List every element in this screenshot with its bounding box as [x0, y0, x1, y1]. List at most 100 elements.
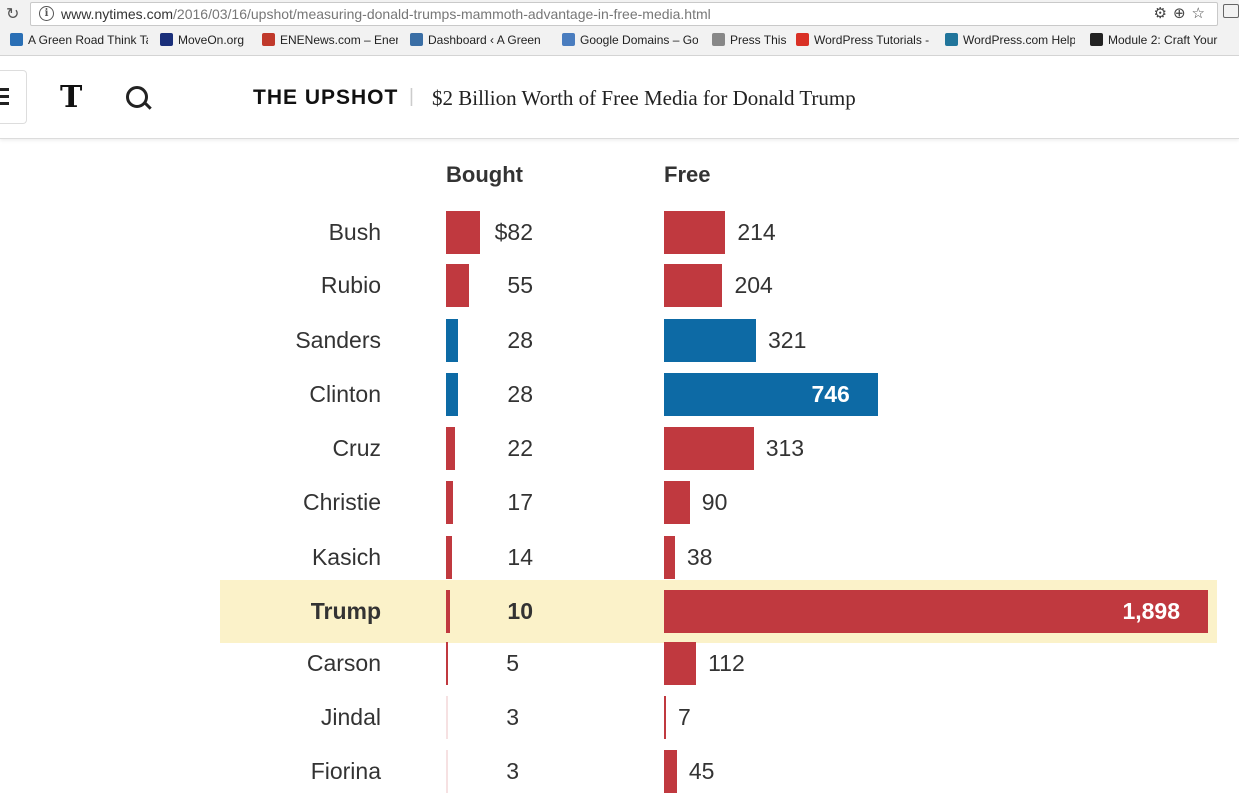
bookmark-item[interactable]: Press This — [712, 33, 788, 50]
bought-bar — [446, 590, 451, 633]
bookmark-item[interactable]: WordPress.com Help — [945, 33, 1075, 50]
site-header: T THE UPSHOT | $2 Billion Worth of Free … — [0, 56, 1239, 139]
bookmark-item[interactable]: MoveOn.org — [160, 33, 250, 50]
bought-value: $82 — [494, 219, 533, 245]
candidate-name: Jindal — [320, 704, 381, 730]
bookmark-label: WordPress.com Help — [963, 33, 1075, 47]
bought-bar — [446, 536, 452, 579]
free-bar — [664, 750, 677, 793]
bought-value: 22 — [507, 435, 533, 461]
candidate-name: Clinton — [309, 381, 381, 407]
browser-toolbar: ↻ i www.nytimes.com/2016/03/16/upshot/me… — [0, 0, 1239, 28]
bookmark-item[interactable]: Dashboard ‹ A Green — [410, 33, 546, 50]
page-title: $2 Billion Worth of Free Media for Donal… — [432, 86, 856, 110]
bookmarks-bar: A Green Road Think Ta MoveOn.org ENENews.c… — [0, 28, 1239, 56]
free-bar — [664, 536, 675, 579]
free-value: 321 — [768, 327, 807, 353]
bookmark-label: Google Domains – Go — [580, 33, 698, 47]
candidate-name: Christie — [303, 489, 381, 515]
bought-bar — [446, 319, 458, 362]
free-bar — [664, 319, 756, 362]
free-value: 90 — [701, 489, 728, 515]
bought-value: 3 — [506, 704, 519, 730]
bookmark-label: WordPress Tutorials - — [814, 33, 930, 47]
bookmark-item[interactable]: ENENews.com – Energ — [262, 33, 398, 50]
bookmark-favicon-icon — [262, 33, 275, 46]
column-header-bought: Bought — [446, 162, 523, 187]
bookmark-star-icon[interactable]: ☆ — [1191, 5, 1211, 22]
extension-icon[interactable]: ⚙ — [1153, 5, 1173, 22]
bookmark-label: Dashboard ‹ A Green — [428, 33, 541, 47]
free-bar — [664, 427, 754, 470]
free-bar — [664, 481, 690, 524]
free-bar — [664, 590, 1208, 633]
bought-bar — [446, 750, 448, 793]
menu-icon[interactable] — [0, 70, 27, 124]
bought-value: 55 — [507, 272, 533, 298]
bought-bar — [446, 481, 454, 524]
candidate-name: Kasich — [311, 544, 381, 570]
column-header-free: Free — [664, 162, 711, 187]
free-bar — [664, 642, 697, 685]
free-value: 45 — [688, 758, 715, 784]
candidate-name: Bush — [328, 219, 381, 245]
nyt-logo[interactable]: T — [60, 80, 83, 115]
url-host: www.nytimes.com — [61, 6, 174, 22]
bought-bar — [446, 211, 480, 254]
url-text[interactable]: www.nytimes.com/2016/03/16/upshot/measur… — [61, 6, 711, 22]
search-icon[interactable] — [126, 86, 148, 108]
free-value: 746 — [811, 381, 850, 407]
candidate-name: Carson — [306, 650, 381, 676]
bought-value: 28 — [507, 381, 533, 407]
bookmark-favicon-icon — [945, 33, 958, 46]
address-bar[interactable]: i www.nytimes.com/2016/03/16/upshot/meas… — [30, 2, 1218, 26]
header-separator: | — [409, 86, 414, 107]
free-value: 112 — [708, 650, 745, 676]
free-value: 1,898 — [1122, 598, 1180, 624]
section-name[interactable]: THE UPSHOT — [253, 86, 399, 109]
free-bar — [664, 264, 723, 307]
bookmark-label: Module 2: Craft Your — [1108, 33, 1218, 47]
bought-value: 3 — [506, 758, 519, 784]
bought-bar — [446, 642, 449, 685]
candidate-name: Trump — [310, 598, 381, 624]
cast-icon[interactable] — [1223, 4, 1239, 18]
bookmark-item[interactable]: Google Domains – Go — [562, 33, 698, 50]
url-path: /2016/03/16/upshot/measuring-donald-trum… — [173, 6, 711, 22]
bookmark-item[interactable]: WordPress Tutorials - — [796, 33, 930, 50]
bookmark-item[interactable]: Module 2: Craft Your — [1090, 33, 1224, 50]
bought-bar — [446, 264, 469, 307]
bookmark-favicon-icon — [796, 33, 809, 46]
free-value: 214 — [737, 219, 776, 245]
bookmark-favicon-icon — [1090, 33, 1103, 46]
bought-value: 10 — [507, 598, 533, 624]
bought-value: 5 — [506, 650, 519, 676]
free-bar — [664, 211, 726, 254]
free-value: 204 — [734, 272, 773, 298]
bookmark-label: A Green Road Think Ta — [28, 33, 148, 47]
bookmark-favicon-icon — [10, 33, 23, 46]
bookmark-favicon-icon — [160, 33, 173, 46]
free-bar — [664, 373, 878, 416]
candidate-name: Cruz — [332, 435, 381, 461]
bookmark-item[interactable]: A Green Road Think Ta — [10, 33, 148, 50]
bookmark-label: MoveOn.org — [178, 33, 245, 47]
reload-icon[interactable]: ↻ — [6, 6, 20, 23]
free-value: 7 — [678, 704, 691, 730]
free-bar — [664, 696, 666, 739]
bookmark-label: Press This — [730, 33, 787, 47]
candidate-name: Rubio — [320, 272, 381, 298]
info-icon[interactable]: i — [39, 6, 54, 21]
zoom-icon[interactable]: ⊕ — [1172, 5, 1192, 22]
bookmark-favicon-icon — [410, 33, 423, 46]
bought-value: 14 — [507, 544, 533, 570]
bookmark-label: ENENews.com – Energ — [280, 33, 398, 47]
bought-bar — [446, 427, 456, 470]
bookmark-favicon-icon — [562, 33, 575, 46]
bought-bar — [446, 373, 458, 416]
bookmark-favicon-icon — [712, 33, 725, 46]
bought-value: 17 — [507, 489, 533, 515]
candidate-name: Fiorina — [310, 758, 381, 784]
candidate-name: Sanders — [295, 327, 381, 353]
bought-bar — [446, 696, 448, 739]
